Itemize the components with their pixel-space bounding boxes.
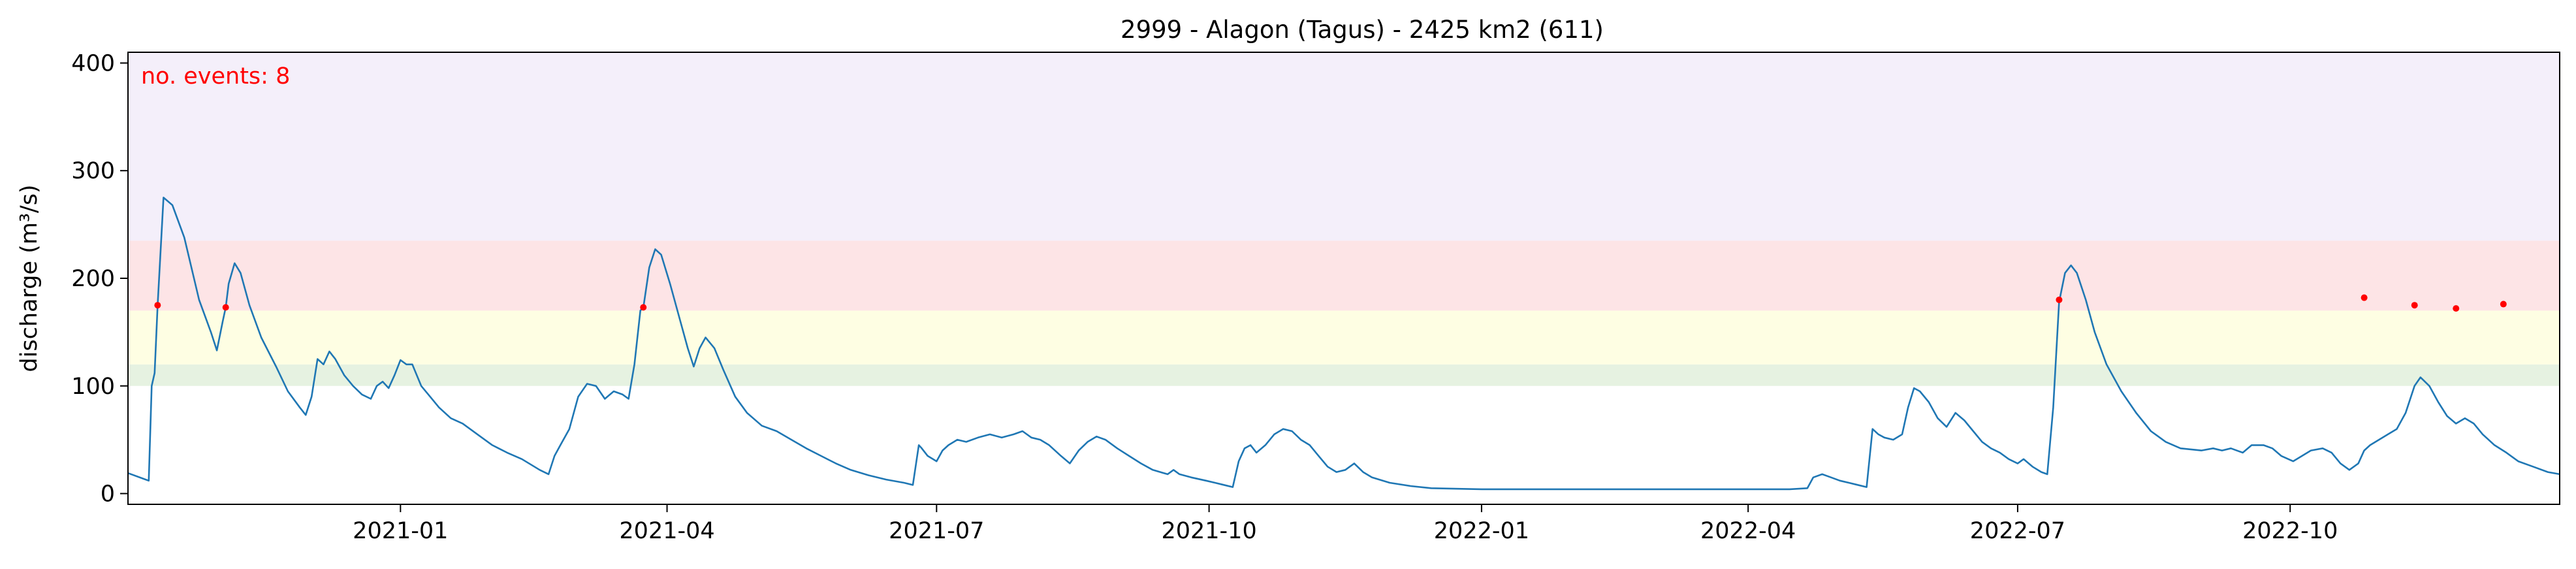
- x-tick-label-2022-10: 2022-10: [2242, 518, 2338, 544]
- x-axis: 2021-01 2021-04 2021-07 2021-10 2022-01 2022-…: [353, 504, 2338, 544]
- event-marker-7: [2500, 301, 2507, 308]
- event-marker-2: [640, 304, 647, 311]
- threshold-band-3: [128, 52, 2560, 241]
- y-axis: 0 100 200 300 400: [71, 50, 128, 508]
- threshold-bands: [128, 52, 2560, 386]
- x-tick-label-2021-07: 2021-07: [889, 518, 984, 544]
- y-tick-label-400: 400: [71, 50, 115, 76]
- plot-area: [127, 52, 2560, 505]
- y-axis-label: discharge (m³/s): [16, 184, 42, 372]
- threshold-band-1: [128, 310, 2560, 365]
- x-tick-label-2022-07: 2022-07: [1970, 518, 2065, 544]
- x-tick-label-2021-10: 2021-10: [1161, 518, 1256, 544]
- event-marker-5: [2411, 302, 2418, 309]
- event-marker-0: [154, 302, 161, 309]
- x-tick-label-2022-01: 2022-01: [1434, 518, 1529, 544]
- y-tick-label-0: 0: [101, 481, 115, 508]
- threshold-band-0: [128, 364, 2560, 386]
- y-tick-label-300: 300: [71, 158, 115, 184]
- series-line-0: [127, 197, 2560, 491]
- event-marker-6: [2453, 305, 2460, 312]
- x-tick-label-2022-04: 2022-04: [1700, 518, 1796, 544]
- event-marker-3: [2056, 296, 2063, 303]
- data-series: [127, 197, 2560, 491]
- chart-title: 2999 - Alagon (Tagus) - 2425 km2 (611): [1121, 16, 1604, 44]
- event-marker-4: [2361, 294, 2368, 301]
- event-count-annotation: no. events: 8: [141, 63, 290, 89]
- event-markers: [154, 294, 2507, 312]
- threshold-band-2: [128, 240, 2560, 311]
- event-marker-1: [222, 304, 229, 311]
- y-tick-label-100: 100: [71, 374, 115, 400]
- x-tick-label-2021-01: 2021-01: [353, 518, 448, 544]
- y-tick-label-200: 200: [71, 266, 115, 292]
- x-tick-label-2021-04: 2021-04: [619, 518, 714, 544]
